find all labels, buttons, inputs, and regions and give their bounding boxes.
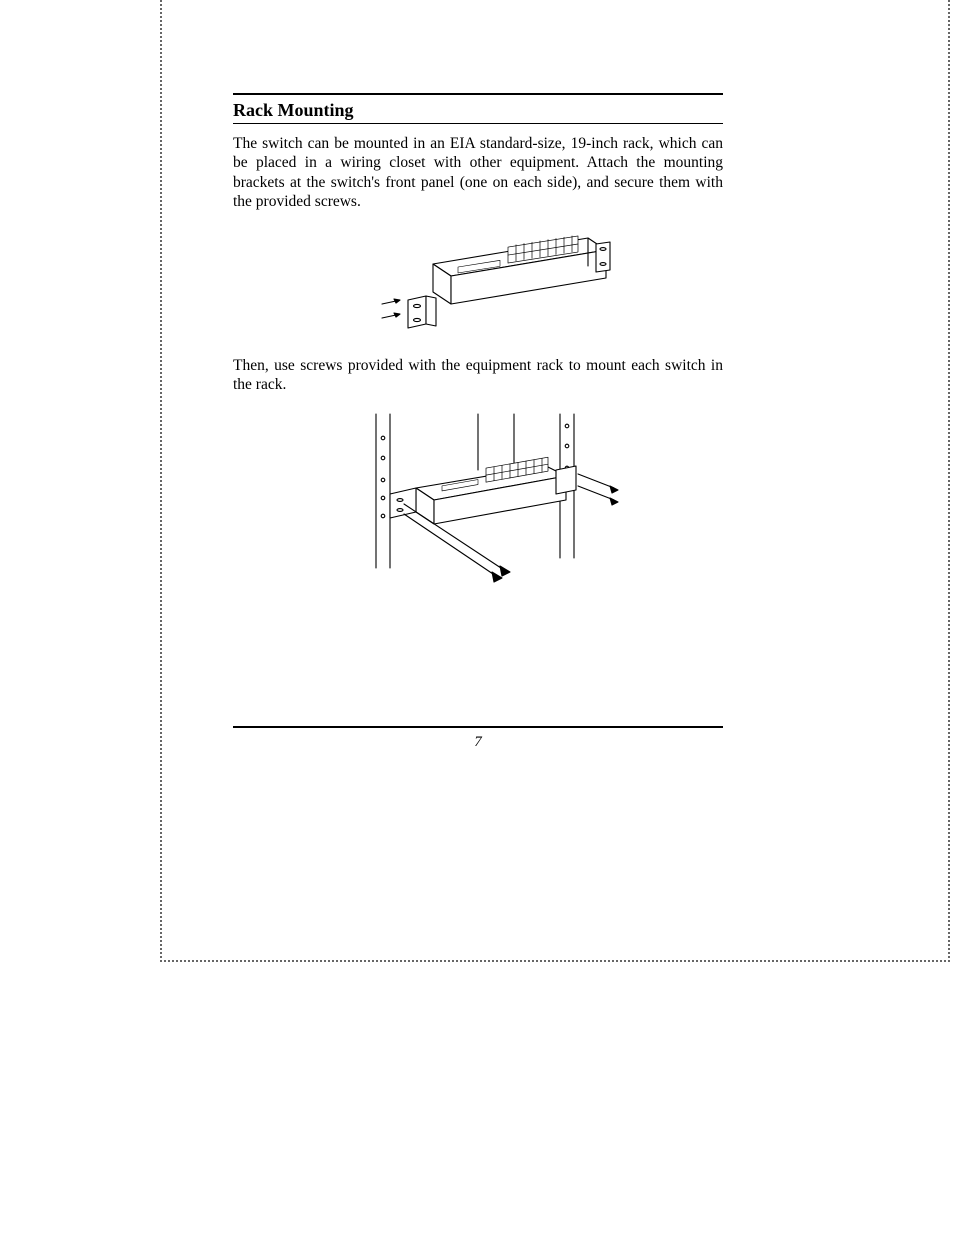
paragraph-1: The switch can be mounted in an EIA stan… — [233, 134, 723, 212]
section-title: Rack Mounting — [233, 97, 723, 123]
switch-bracket-diagram-svg — [338, 226, 618, 346]
footer: 7 — [233, 726, 723, 751]
figure-rack-mount — [233, 408, 723, 598]
footer-rule — [233, 726, 723, 728]
top-rule-thick — [233, 93, 723, 95]
figure-bracket-attach — [233, 226, 723, 346]
manual-page: Rack Mounting The switch can be mounted … — [233, 93, 723, 751]
page-number: 7 — [233, 734, 723, 751]
paragraph-2: Then, use screws provided with the equip… — [233, 356, 723, 395]
switch-rack-diagram-svg — [328, 408, 628, 598]
title-underline — [233, 123, 723, 124]
